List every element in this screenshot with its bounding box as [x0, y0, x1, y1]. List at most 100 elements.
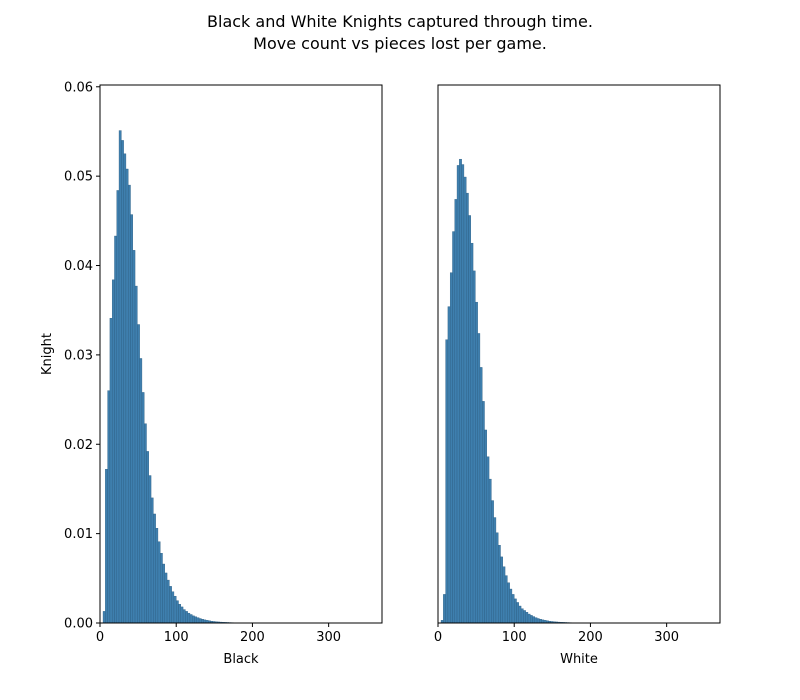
- y-tick-label: 0.04: [64, 259, 93, 274]
- histogram-bar: [198, 618, 202, 624]
- histogram-bar: [488, 478, 492, 624]
- y-tick-label: 0.02: [64, 438, 93, 453]
- histogram-bar: [447, 306, 451, 624]
- histogram-bar: [456, 165, 460, 624]
- histogram-bar: [148, 475, 152, 624]
- histogram-bar: [153, 513, 156, 624]
- figure-title-line2: Move count vs pieces lost per game.: [253, 34, 547, 53]
- histogram-bar: [516, 602, 519, 624]
- histogram-bar: [173, 595, 177, 624]
- histogram-bar: [144, 423, 147, 624]
- histogram-bar: [491, 500, 494, 624]
- histogram-bar: [534, 617, 538, 624]
- histogram-bar: [466, 192, 469, 624]
- histogram-bar: [187, 612, 191, 624]
- histogram-bar: [102, 611, 106, 624]
- x-tick-label: 100: [502, 630, 527, 645]
- histogram-bar: [125, 168, 129, 624]
- histogram-bar: [463, 176, 467, 624]
- histogram-bar: [180, 606, 184, 624]
- histogram-bar: [509, 588, 513, 624]
- histogram-bar: [443, 594, 446, 624]
- histogram-bar: [514, 598, 517, 624]
- histogram-bar: [530, 615, 533, 624]
- x-axis-label: Black: [223, 652, 259, 667]
- histogram-bar: [454, 199, 458, 624]
- y-tick-label: 0.03: [64, 348, 93, 363]
- histogram-bar: [137, 324, 140, 624]
- panel-right: 0 100 200 300 White: [434, 84, 721, 667]
- x-tick-label: 0: [434, 630, 442, 645]
- histogram-bar: [482, 401, 485, 624]
- histogram-bar: [461, 164, 465, 624]
- histogram-bar: [500, 556, 503, 624]
- histogram-bar: [114, 235, 117, 624]
- histogram-bar: [166, 579, 170, 624]
- histogram-bar: [502, 566, 506, 624]
- y-tick-label: 0.00: [64, 617, 93, 632]
- histogram-bar: [493, 517, 497, 624]
- histogram-bar: [182, 609, 186, 624]
- histogram-bar: [127, 184, 131, 624]
- histogram-bar: [105, 469, 108, 624]
- histogram-bar: [468, 215, 471, 624]
- histogram-bar: [536, 618, 540, 624]
- histogram-bar: [527, 613, 531, 624]
- x-tick-label: 300: [316, 630, 341, 645]
- histogram-bar: [520, 608, 524, 624]
- histogram-bar: [107, 390, 111, 624]
- histogram-bar: [477, 333, 481, 624]
- histogram-bar: [109, 318, 113, 624]
- histogram-bar: [155, 528, 159, 624]
- histogram-bar: [176, 600, 179, 624]
- histogram-bar: [507, 582, 510, 624]
- histogram-bar: [111, 279, 115, 624]
- histogram-bar: [498, 545, 501, 624]
- histogram-bar: [511, 594, 515, 624]
- histogram-bar: [118, 130, 122, 624]
- axes-frame: [99, 84, 383, 624]
- histogram-bar: [185, 611, 188, 624]
- histogram-bar: [116, 190, 120, 624]
- x-tick-label: 0: [96, 630, 104, 645]
- histogram-bar: [523, 610, 526, 624]
- histogram-bar: [150, 497, 154, 624]
- y-axis-label: Knight: [40, 333, 55, 375]
- histogram-bar: [196, 617, 200, 624]
- histogram-bar: [525, 612, 529, 624]
- histogram-bar: [470, 242, 474, 624]
- histogram-bar: [475, 301, 478, 624]
- histogram-bar: [479, 367, 483, 624]
- histogram-bar: [169, 586, 172, 624]
- figure-title-line1: Black and White Knights captured through…: [207, 12, 593, 31]
- histogram-bar: [160, 553, 163, 624]
- axes-frame: [437, 84, 721, 624]
- histogram-bar: [141, 392, 145, 624]
- histogram-bar: [178, 604, 181, 624]
- histogram-bar: [146, 451, 149, 624]
- x-tick-label: 200: [240, 630, 265, 645]
- histogram-bar: [164, 572, 168, 624]
- histogram-bar: [201, 619, 204, 624]
- y-tick-label: 0.01: [64, 527, 93, 542]
- histogram-bar: [139, 358, 143, 624]
- histogram-bar: [459, 158, 462, 624]
- histogram-bar: [189, 614, 193, 624]
- x-tick-label: 100: [164, 630, 189, 645]
- histogram-bar: [452, 231, 455, 624]
- x-tick-label: 300: [654, 630, 679, 645]
- histogram-bar: [157, 541, 161, 624]
- histogram-bar: [123, 153, 127, 624]
- histogram-bar: [504, 575, 508, 624]
- histogram-bar: [495, 532, 499, 624]
- histogram-bar: [171, 591, 175, 624]
- histogram-bar: [132, 250, 136, 624]
- histogram-bar: [121, 140, 124, 624]
- panel-left: 0 100 200 300 0.00 0.01 0.02 0.03 0.04 0.05 0.06 Bl…: [40, 80, 383, 667]
- histogram-bar: [449, 272, 453, 624]
- y-tick-label: 0.05: [64, 170, 93, 185]
- histogram-bar: [532, 616, 536, 624]
- histogram-bar: [162, 563, 165, 624]
